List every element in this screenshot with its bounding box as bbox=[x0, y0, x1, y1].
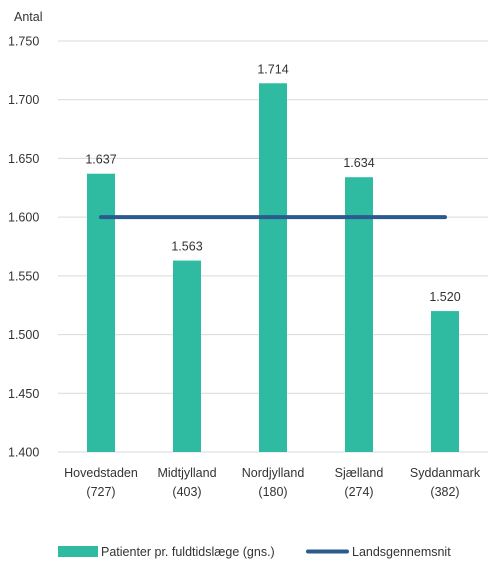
data-labels: 1.637 1.563 1.714 1.634 1.520 bbox=[85, 62, 460, 304]
y-tick-label: 1.750 bbox=[8, 35, 39, 49]
x-category-label: (180) bbox=[258, 485, 287, 499]
x-category-label: Syddanmark bbox=[410, 466, 481, 480]
x-axis-labels: Hovedstaden (727) Midtjylland (403) Nordjyll… bbox=[64, 466, 481, 499]
data-label: 1.637 bbox=[85, 153, 116, 167]
y-tick-label: 1.500 bbox=[8, 328, 39, 342]
legend: Patienter pr. fuldtidslæge (gns.) Landsge… bbox=[58, 545, 451, 559]
data-label: 1.520 bbox=[429, 290, 460, 304]
x-category-label: (403) bbox=[172, 485, 201, 499]
y-tick-label: 1.450 bbox=[8, 387, 39, 401]
y-axis-title: Antal bbox=[14, 10, 43, 24]
y-tick-label: 1.700 bbox=[8, 93, 39, 107]
legend-label: Landsgennemsnit bbox=[352, 545, 451, 559]
x-category-label: Nordjylland bbox=[242, 466, 305, 480]
y-tick-label: 1.650 bbox=[8, 152, 39, 166]
bar-2 bbox=[259, 83, 287, 452]
x-category-label: (274) bbox=[344, 485, 373, 499]
legend-swatch-bars bbox=[58, 546, 98, 557]
data-label: 1.714 bbox=[257, 62, 288, 76]
legend-label: Patienter pr. fuldtidslæge (gns.) bbox=[101, 545, 275, 559]
x-category-label: Sjælland bbox=[335, 466, 384, 480]
bar-4 bbox=[431, 311, 459, 452]
x-category-label: Midtjylland bbox=[157, 466, 216, 480]
y-axis-ticks: 1.400 1.450 1.500 1.550 1.600 1.650 1.700 1.750 bbox=[8, 35, 39, 460]
bars bbox=[87, 83, 459, 453]
bar-0 bbox=[87, 173, 115, 453]
bar-1 bbox=[173, 260, 201, 452]
y-tick-label: 1.550 bbox=[8, 269, 39, 283]
data-label: 1.634 bbox=[343, 156, 374, 170]
data-label: 1.563 bbox=[171, 240, 202, 254]
x-category-label: (382) bbox=[430, 485, 459, 499]
x-category-label: Hovedstaden bbox=[64, 466, 138, 480]
y-tick-label: 1.600 bbox=[8, 211, 39, 225]
y-tick-label: 1.400 bbox=[8, 446, 39, 460]
x-category-label: (727) bbox=[86, 485, 115, 499]
bar-3 bbox=[345, 177, 373, 452]
